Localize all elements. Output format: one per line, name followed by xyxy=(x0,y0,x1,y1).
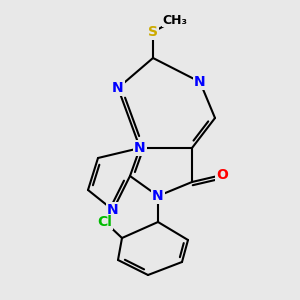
Text: CH₃: CH₃ xyxy=(163,14,188,26)
Text: N: N xyxy=(194,75,206,89)
Text: Cl: Cl xyxy=(98,215,112,229)
Text: S: S xyxy=(148,25,158,39)
Text: N: N xyxy=(107,203,119,217)
Text: N: N xyxy=(134,141,146,155)
Text: N: N xyxy=(112,81,124,95)
Text: N: N xyxy=(152,189,164,203)
Text: O: O xyxy=(216,168,228,182)
